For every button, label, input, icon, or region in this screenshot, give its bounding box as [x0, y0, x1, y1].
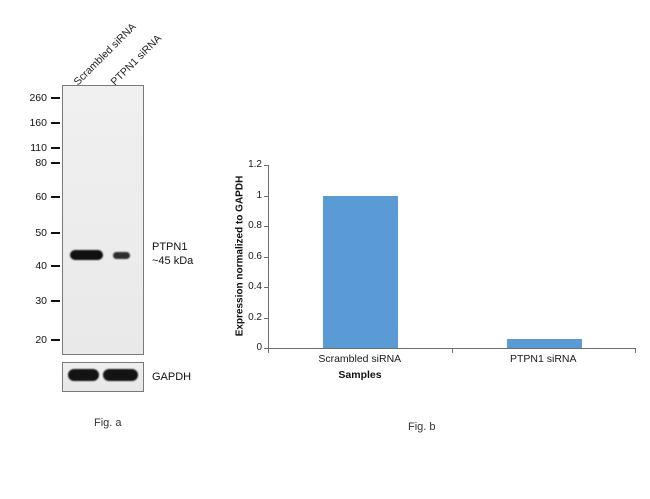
bar	[506, 338, 582, 348]
x-axis-ticks	[268, 349, 636, 353]
mw-marker-label: 110	[30, 142, 47, 154]
mw-marker-label: 40	[35, 260, 47, 272]
x-category-label: PTPN1 siRNA	[509, 353, 577, 365]
x-category-labels: Scrambled siRNA PTPN1 siRNA	[268, 353, 636, 367]
mw-tick-mark	[51, 339, 60, 341]
mw-tick-mark	[51, 300, 60, 302]
y-tick-label: 0.2	[248, 311, 262, 323]
western-blot-panel	[62, 85, 144, 355]
bar	[323, 195, 399, 348]
gapdh-label: GAPDH	[152, 371, 192, 383]
mw-marker-60: 60	[14, 190, 60, 204]
mw-tick-mark	[51, 147, 60, 149]
y-tick-mark	[264, 317, 268, 319]
mw-tick-mark	[51, 232, 60, 234]
y-axis-ticks	[264, 165, 268, 349]
gapdh-band-lane2	[103, 369, 138, 381]
mw-marker-label: 30	[35, 295, 47, 307]
mw-marker-20: 20	[14, 333, 60, 347]
gapdh-band-lane1	[68, 369, 99, 381]
band-annotation-protein: PTPN1	[152, 241, 188, 253]
x-axis-title: Samples	[338, 369, 382, 381]
y-tick-mark	[264, 256, 268, 258]
y-axis-labels: 0 0.2 0.4 0.6 0.8 1 1.2	[230, 159, 264, 353]
fig-a-caption: Fig. a	[94, 417, 122, 429]
mw-tick-mark	[51, 97, 60, 99]
mw-marker-label: 260	[29, 92, 47, 104]
mw-marker-label: 60	[35, 191, 47, 203]
ptpn1-band-lane1	[70, 250, 103, 260]
mw-tick-mark	[51, 196, 60, 198]
gapdh-loading-control-panel	[62, 362, 144, 392]
mw-marker-80: 80	[14, 156, 60, 170]
mw-marker-260: 260	[14, 91, 60, 105]
y-tick-mark	[264, 226, 268, 227]
mw-marker-160: 160	[14, 116, 60, 130]
y-tick-label: 1.2	[248, 159, 262, 170]
x-tick-mark	[635, 349, 636, 353]
mw-marker-110: 110	[14, 141, 60, 155]
mw-marker-30: 30	[14, 294, 60, 308]
y-tick-label: 0.4	[248, 281, 262, 292]
band-annotation: PTPN1 ~45 kDa	[152, 240, 193, 268]
mw-tick-mark	[51, 122, 60, 124]
x-tick-mark	[451, 349, 453, 353]
y-tick-label: 0.6	[248, 250, 262, 262]
mw-marker-label: 20	[35, 334, 47, 346]
lane-label-scrambled-sirna: Scrambled siRNA	[71, 20, 139, 88]
bar-chart: Expression normalized to GAPDH 0 0.2 0.4 0.…	[230, 150, 642, 395]
y-tick-mark	[264, 287, 268, 288]
band-annotation-size: ~45 kDa	[152, 255, 194, 267]
y-tick-mark	[264, 165, 268, 166]
mw-marker-label: 80	[35, 157, 47, 169]
y-tick-label: 0	[256, 342, 262, 353]
plot-area	[268, 165, 636, 349]
mw-marker-40: 40	[14, 259, 60, 273]
y-tick-label: 1	[256, 189, 262, 201]
mw-marker-label: 50	[35, 227, 47, 239]
x-tick-mark	[268, 349, 269, 353]
fig-b-caption: Fig. b	[408, 421, 436, 433]
mw-tick-mark	[51, 265, 60, 267]
ptpn1-band-lane2	[113, 252, 130, 259]
y-tick-mark	[264, 348, 268, 349]
mw-tick-mark	[51, 162, 60, 164]
mw-marker-50: 50	[14, 226, 60, 240]
y-tick-mark	[264, 195, 268, 197]
y-tick-label: 0.8	[248, 220, 262, 231]
x-category-label: Scrambled siRNA	[318, 353, 402, 365]
mw-marker-label: 160	[29, 117, 47, 129]
